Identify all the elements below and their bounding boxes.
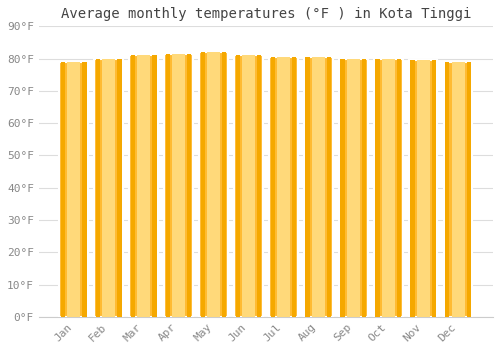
Bar [242,55,255,317]
Bar [432,60,436,317]
Bar [222,52,226,317]
Bar [96,58,100,317]
Bar [118,58,122,317]
Bar [376,58,380,317]
Title: Average monthly temperatures (°F ) in Kota Tinggi: Average monthly temperatures (°F ) in Ko… [60,7,471,21]
Bar [207,52,220,317]
Bar [306,57,310,317]
Bar [362,58,366,317]
Bar [445,62,450,317]
Bar [164,54,193,317]
Bar [102,58,115,317]
Bar [397,58,401,317]
Bar [82,62,86,317]
Bar [61,62,65,317]
Bar [340,58,344,317]
Bar [277,57,290,317]
Bar [131,55,135,317]
Bar [234,55,263,317]
Bar [466,62,471,317]
Bar [409,60,438,317]
Bar [347,58,360,317]
Bar [187,54,192,317]
Bar [452,62,464,317]
Bar [236,55,240,317]
Bar [200,52,205,317]
Bar [327,57,331,317]
Bar [199,52,228,317]
Bar [270,57,275,317]
Bar [152,55,156,317]
Bar [292,57,296,317]
Bar [416,60,430,317]
Bar [304,57,332,317]
Bar [269,57,298,317]
Bar [94,58,123,317]
Bar [257,55,262,317]
Bar [68,62,80,317]
Bar [172,54,185,317]
Bar [60,62,88,317]
Bar [410,60,414,317]
Bar [382,58,394,317]
Bar [312,57,325,317]
Bar [444,62,472,317]
Bar [130,55,158,317]
Bar [374,58,402,317]
Bar [137,55,150,317]
Bar [339,58,368,317]
Bar [166,54,170,317]
